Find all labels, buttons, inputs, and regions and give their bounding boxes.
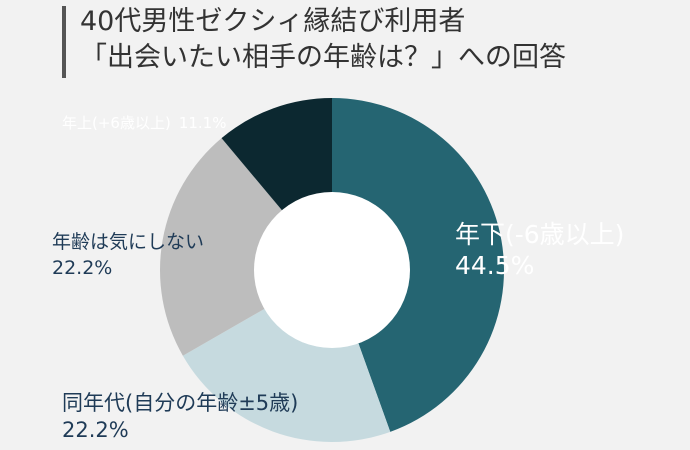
slice-younger: [332, 98, 504, 432]
label-no-preference-value: 22.2%: [52, 257, 112, 279]
label-older-category: 年上(+6歳以上): [62, 114, 171, 132]
label-same-age-category: 同年代(自分の年齢±5歳): [62, 391, 298, 415]
title-accent-bar: [62, 6, 66, 78]
label-younger-value: 44.5%: [455, 251, 534, 280]
label-older-value: 11.1%: [179, 114, 227, 132]
label-same-age-value: 22.2%: [62, 418, 129, 442]
slice-no-preference: [159, 138, 332, 356]
label-no-preference-category: 年齢は気にしない: [52, 231, 204, 253]
donut-hole: [254, 192, 410, 348]
label-younger-category: 年下(-6歳以上): [455, 220, 624, 249]
chart-title: 40代男性ゼクシィ縁結び利用者 「出会いたい相手の年齢は？」への回答: [80, 4, 566, 76]
label-older: 年上(+6歳以上) 11.1%: [62, 114, 226, 132]
slice-labels: 年下(-6歳以上)44.5% 同年代(自分の年齢±5歳) 22.2% 年齢は気にしない…: [52, 114, 624, 442]
title-line-1: 40代男性ゼクシィ縁結び利用者: [80, 6, 466, 37]
title-line-2: 「出会いたい相手の年齢は？」への回答: [80, 42, 566, 73]
